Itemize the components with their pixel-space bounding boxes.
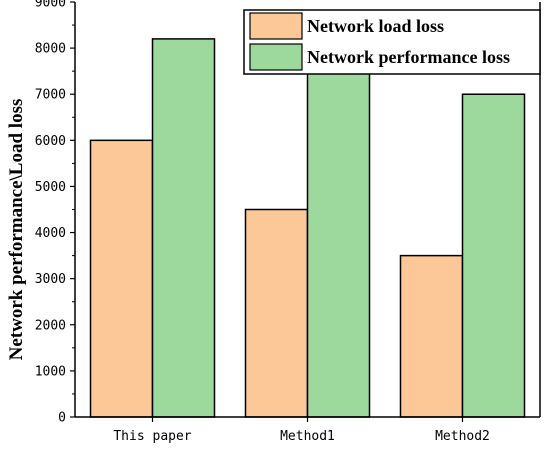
bar-performance-loss-2 (306, 47, 371, 418)
x-tick-label: Method2 (435, 429, 490, 444)
y-tick-label: 2000 (35, 318, 66, 333)
y-tick-label: 7000 (35, 88, 66, 103)
bar-load-loss-3 (399, 254, 464, 418)
y-tick-label: 5000 (35, 180, 66, 195)
legend: Network load loss Network performance los… (243, 9, 541, 75)
y-axis-title: Network performance\Load loss (6, 99, 27, 361)
y-tick-label: 9000 (35, 0, 66, 11)
y-tick-label: 6000 (35, 134, 66, 149)
legend-label: Network load loss (307, 16, 444, 36)
x-tick-label: This paper (113, 429, 191, 444)
legend-swatch (249, 12, 303, 40)
y-tick-label: 3000 (35, 272, 66, 287)
bar-performance-loss-1 (151, 38, 216, 418)
x-tick-label: Method1 (280, 429, 335, 444)
y-ticks-group: 0 1000 2000 3000 4000 5000 6000 7000 8000 9000 (35, 0, 75, 426)
x-ticks-group: This paper Method1 Method2 (113, 417, 490, 444)
bars-group (89, 38, 526, 418)
bar-load-loss-1 (89, 139, 154, 418)
y-axis-title-group: Network performance\Load loss (6, 99, 27, 361)
y-tick-label: 0 (58, 411, 66, 426)
legend-swatch (249, 43, 303, 71)
y-tick-label: 1000 (35, 364, 66, 379)
bar-performance-loss-3 (461, 93, 526, 418)
y-tick-label: 8000 (35, 42, 66, 57)
bar-load-loss-2 (244, 208, 309, 418)
legend-label: Network performance loss (307, 47, 510, 67)
y-tick-label: 4000 (35, 226, 66, 241)
